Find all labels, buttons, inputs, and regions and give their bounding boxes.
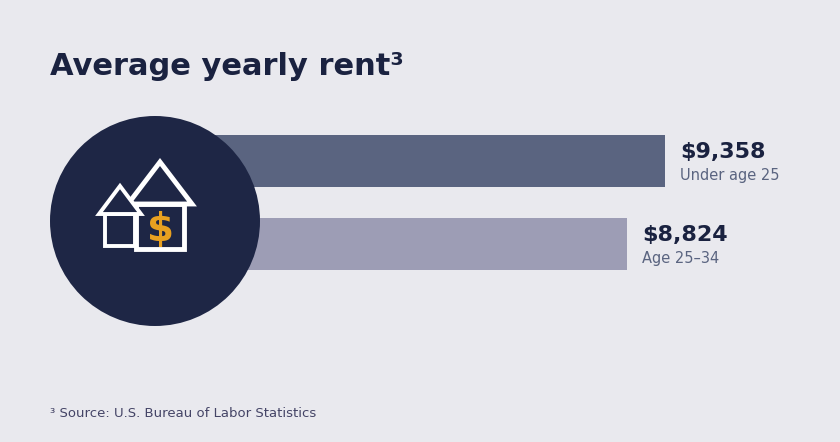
Circle shape <box>50 116 260 326</box>
Polygon shape <box>128 162 192 204</box>
Text: ³ Source: U.S. Bureau of Labor Statistics: ³ Source: U.S. Bureau of Labor Statistic… <box>50 407 316 420</box>
Text: Age 25–34: Age 25–34 <box>642 251 719 266</box>
Text: $: $ <box>146 211 174 249</box>
FancyBboxPatch shape <box>155 135 665 187</box>
Text: $8,824: $8,824 <box>642 225 727 244</box>
FancyBboxPatch shape <box>136 204 184 249</box>
Text: Average yearly rent³: Average yearly rent³ <box>50 52 404 81</box>
Text: Under age 25: Under age 25 <box>680 168 780 183</box>
FancyBboxPatch shape <box>105 214 135 246</box>
Polygon shape <box>99 186 141 214</box>
FancyBboxPatch shape <box>155 218 627 270</box>
Text: $9,358: $9,358 <box>680 141 765 162</box>
